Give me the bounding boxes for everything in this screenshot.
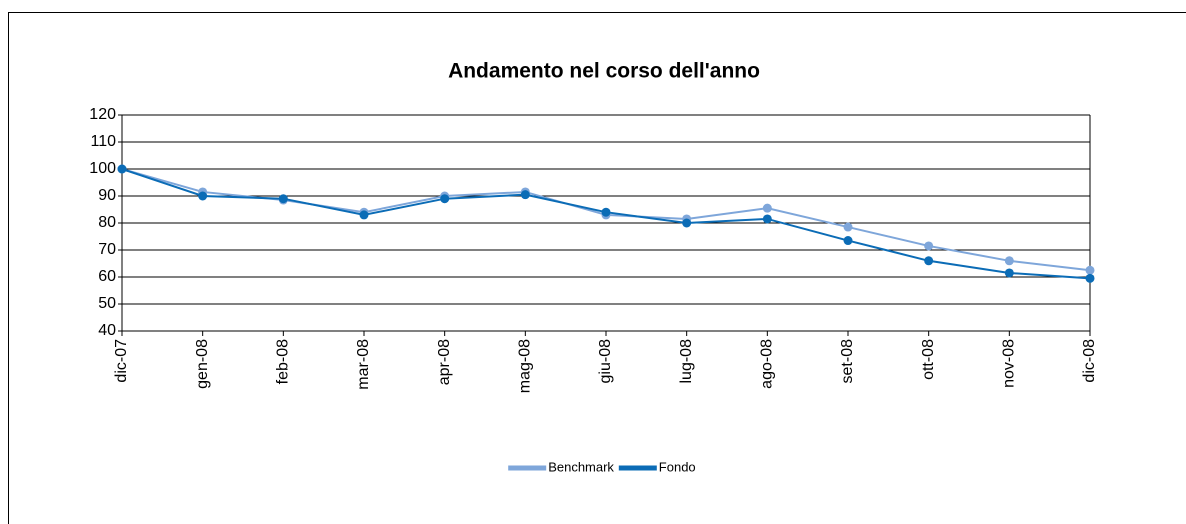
point [762, 214, 772, 224]
y-tick-label: 70 [98, 241, 116, 258]
point [520, 190, 530, 200]
x-tick-label: feb-08 [275, 339, 292, 384]
y-tick-label: 40 [98, 322, 116, 339]
point [843, 236, 853, 246]
point [1085, 273, 1095, 283]
point [762, 203, 772, 213]
x-tick-label: set-08 [839, 339, 856, 384]
chart-title: Andamento nel corso dell'anno [448, 60, 760, 83]
point [1004, 256, 1014, 266]
point [278, 194, 288, 204]
x-tick-label: lug-08 [678, 339, 695, 384]
x-tick-label: dic-07 [113, 339, 130, 383]
y-tick-label: 120 [89, 106, 116, 123]
point [924, 256, 934, 266]
series-line [121, 168, 1091, 272]
y-tick-label: 50 [98, 295, 116, 312]
x-tick-label: giu-08 [597, 339, 614, 384]
y-tick-label: 100 [89, 160, 116, 177]
legend-label: Fondo [659, 459, 696, 474]
point [843, 222, 853, 232]
point [117, 164, 127, 174]
y-tick-label: 110 [90, 133, 116, 150]
chart-frame [8, 12, 1186, 524]
point [440, 194, 450, 204]
x-tick-label: ott-08 [920, 339, 937, 380]
y-tick-label: 60 [98, 268, 116, 285]
x-tick-label: nov-08 [1001, 339, 1018, 388]
x-tick-label: apr-08 [436, 339, 453, 385]
legend-label: Benchmark [548, 459, 614, 474]
x-tick-label: gen-08 [194, 339, 211, 389]
x-tick-label: ago-08 [759, 339, 776, 389]
point [1004, 268, 1014, 278]
y-tick-label: 80 [98, 214, 116, 231]
point [682, 218, 692, 228]
point [1085, 265, 1095, 275]
point [198, 191, 208, 201]
point [924, 241, 934, 251]
y-tick-label: 90 [98, 187, 116, 204]
point [601, 207, 611, 217]
series-line [121, 168, 1091, 280]
x-tick-label: mar-08 [355, 339, 372, 390]
point [359, 210, 369, 220]
x-tick-label: mag-08 [517, 339, 534, 393]
x-tick-label: dic-08 [1081, 339, 1098, 383]
